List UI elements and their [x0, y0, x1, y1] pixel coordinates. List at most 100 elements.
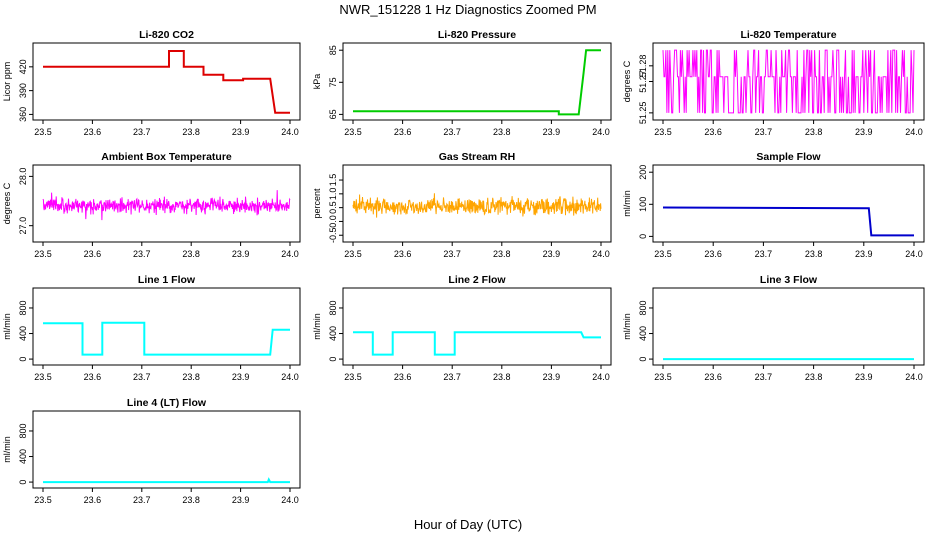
plot-frame [32, 42, 301, 121]
x-tick-label: 23.7 [443, 249, 461, 259]
plot-frame [652, 164, 925, 243]
x-tick-label: 23.6 [704, 127, 722, 137]
x-tick-label: 23.5 [34, 372, 52, 382]
x-tick-label: 24.0 [281, 249, 299, 259]
chart-title: Ambient Box Temperature [101, 151, 232, 163]
y-tick-label: 800 [638, 300, 648, 315]
x-tick-label: 23.5 [654, 127, 672, 137]
y-tick-label: 800 [18, 423, 28, 438]
y-tick-label: 0 [638, 357, 648, 362]
y-tick-label: 28.0 [18, 168, 28, 186]
series-line [353, 331, 601, 356]
y-tick-label: 400 [638, 326, 648, 341]
y-axis-label: ml/min [622, 313, 632, 340]
chart-title: Line 3 Flow [760, 274, 818, 286]
y-tick-label: 75 [328, 77, 338, 87]
y-axis-label: ml/min [622, 190, 632, 217]
chart-panel: Li-820 Temperature degrees C 23.5 23.6 23.7 2… [622, 29, 925, 137]
chart-title: Li-820 Temperature [740, 29, 836, 41]
x-tick-label: 23.5 [34, 127, 52, 137]
x-tick-label: 23.8 [493, 372, 511, 382]
series-line [43, 321, 290, 356]
y-tick-label: 1.0 [328, 188, 338, 201]
x-tick-label: 23.9 [543, 249, 561, 259]
x-tick-label: 23.9 [232, 249, 250, 259]
plot-frame [342, 42, 612, 121]
plot-frame [342, 287, 612, 366]
x-tick-label: 23.9 [232, 495, 250, 505]
chart-panel: Li-820 Pressure kPa 23.5 23.6 23.7 23.8 23.9 24… [312, 29, 612, 137]
page-title: NWR_151228 1 Hz Diagnostics Zoomed PM [339, 2, 597, 17]
y-tick-label: 800 [18, 300, 28, 315]
x-tick-label: 23.7 [133, 249, 151, 259]
x-tick-label: 24.0 [905, 127, 923, 137]
series-line [43, 50, 290, 114]
x-tick-label: 24.0 [905, 249, 923, 259]
chart-panel: Line 4 (LT) Flow ml/min 23.5 23.6 23.7 23.8 23… [2, 397, 301, 505]
chart-title: Line 2 Flow [448, 274, 506, 286]
plot-frame [32, 410, 301, 489]
x-tick-label: 24.0 [281, 127, 299, 137]
x-tick-label: 23.7 [133, 127, 151, 137]
x-tick-label: 23.9 [232, 372, 250, 382]
y-tick-label: 0 [328, 357, 338, 362]
x-tick-label: 23.5 [344, 372, 362, 382]
x-tick-label: 23.5 [344, 249, 362, 259]
y-axis-label: percent [312, 188, 322, 219]
x-tick-label: 23.8 [182, 127, 200, 137]
y-tick-label: 800 [328, 300, 338, 315]
x-tick-label: 24.0 [281, 372, 299, 382]
y-tick-label: 0.5 [328, 201, 338, 214]
y-tick-label: 100 [638, 197, 648, 212]
y-tick-label: 0 [18, 357, 28, 362]
x-tick-label: 23.8 [805, 249, 823, 259]
chart-title: Gas Stream RH [439, 151, 515, 163]
chart-title: Line 1 Flow [138, 274, 196, 286]
x-tick-label: 23.8 [493, 127, 511, 137]
x-tick-label: 24.0 [592, 249, 610, 259]
x-tick-label: 23.8 [805, 372, 823, 382]
x-tick-label: 23.7 [755, 249, 773, 259]
y-tick-label: 0 [638, 234, 648, 239]
y-tick-label: 51.25 [638, 102, 648, 125]
y-tick-label: 400 [18, 326, 28, 341]
x-tick-label: 23.6 [394, 372, 412, 382]
y-tick-label: 200 [638, 165, 648, 180]
x-tick-label: 23.8 [182, 249, 200, 259]
x-tick-label: 23.9 [855, 372, 873, 382]
x-tick-label: 23.6 [394, 127, 412, 137]
series-line [353, 49, 601, 116]
chart-title: Li-820 Pressure [438, 29, 516, 41]
x-tick-label: 23.5 [654, 372, 672, 382]
chart-title: Li-820 CO2 [139, 29, 194, 41]
plot-frame [32, 287, 301, 366]
y-tick-label: 1.5 [328, 174, 338, 187]
series-line [662, 49, 915, 114]
x-tick-label: 24.0 [592, 372, 610, 382]
x-tick-label: 23.7 [755, 372, 773, 382]
plot-frame [342, 164, 612, 243]
series-line [42, 190, 291, 221]
y-tick-label: 420 [18, 59, 28, 74]
x-tick-label: 23.6 [84, 127, 102, 137]
x-tick-label: 24.0 [281, 495, 299, 505]
series-line [352, 193, 602, 218]
x-tick-label: 23.8 [182, 495, 200, 505]
y-tick-label: 51.28 [638, 55, 648, 78]
x-tick-label: 23.6 [704, 372, 722, 382]
x-axis-title: Hour of Day (UTC) [413, 517, 523, 532]
x-tick-label: 23.7 [443, 372, 461, 382]
x-tick-label: 24.0 [905, 372, 923, 382]
x-tick-label: 23.8 [182, 372, 200, 382]
series-line [43, 477, 290, 484]
x-tick-label: 23.6 [84, 249, 102, 259]
x-tick-label: 23.9 [543, 372, 561, 382]
y-tick-label: 390 [18, 83, 28, 98]
chart-panel: Gas Stream RH percent 23.5 23.6 23.7 23.8 23.9… [312, 151, 612, 259]
y-axis-label: degrees C [622, 60, 632, 102]
x-tick-label: 23.5 [34, 249, 52, 259]
chart-panel: Line 3 Flow ml/min 23.5 23.6 23.7 23.8 23.9 24.… [622, 274, 925, 382]
chart-panel: Line 2 Flow ml/min 23.5 23.6 23.7 23.8 23.9 24.… [312, 274, 612, 382]
y-axis-label: ml/min [2, 436, 12, 463]
